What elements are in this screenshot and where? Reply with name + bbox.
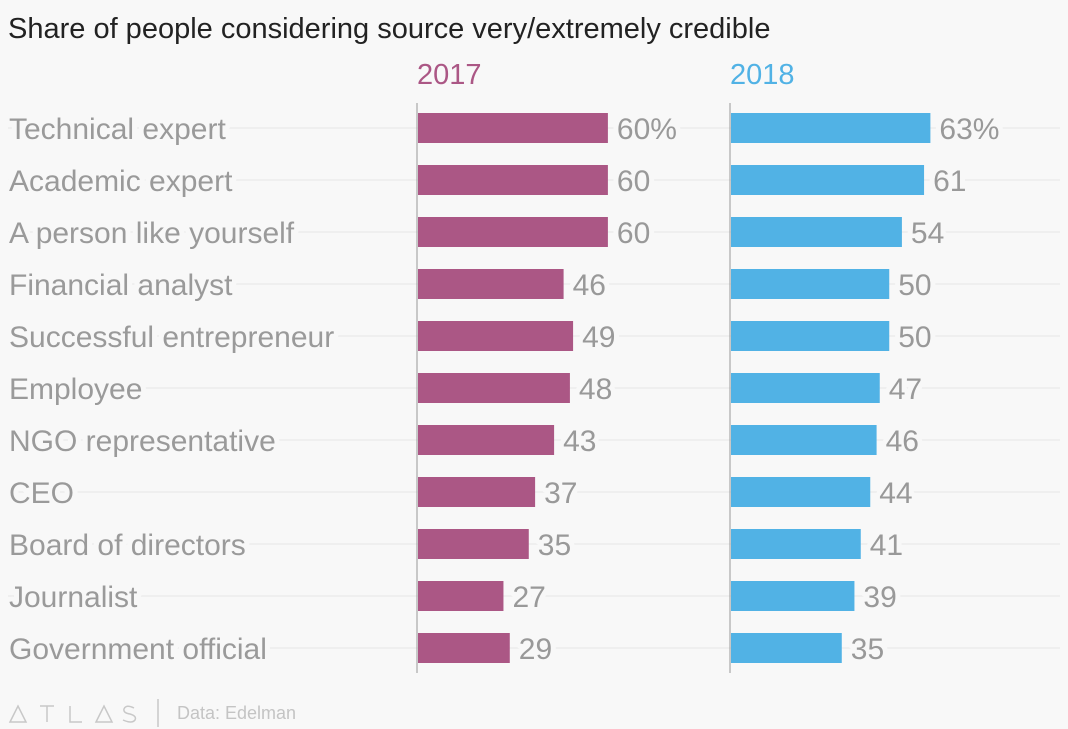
data-label: 41 — [870, 529, 903, 562]
data-label: 63% — [939, 113, 999, 146]
category-label: Employee — [9, 373, 142, 406]
bar-2017 — [418, 321, 574, 351]
data-label: 48 — [579, 373, 612, 406]
bar-2017 — [418, 217, 608, 247]
data-label: 37 — [544, 477, 577, 510]
data-label: 54 — [911, 217, 944, 250]
bar-2017 — [418, 477, 536, 507]
bar-2018 — [731, 477, 871, 507]
data-label: 60 — [617, 217, 650, 250]
category-label: Technical expert — [9, 113, 226, 146]
data-label: 50 — [898, 321, 931, 354]
category-label: Successful entrepreneur — [9, 321, 334, 354]
source-note: Data: Edelman — [177, 703, 296, 723]
bar-2018 — [731, 425, 877, 455]
category-label: A person like yourself — [9, 217, 295, 250]
bar-2017 — [418, 633, 510, 663]
category-label: Government official — [9, 633, 267, 666]
data-label: 61 — [933, 165, 966, 198]
bar-2017 — [418, 425, 555, 455]
data-label: 43 — [563, 425, 596, 458]
data-label: 50 — [898, 269, 931, 302]
data-label: 49 — [582, 321, 615, 354]
category-label: CEO — [9, 477, 74, 510]
data-label: 35 — [538, 529, 571, 562]
bar-2017 — [418, 165, 608, 195]
category-label: Board of directors — [9, 529, 246, 562]
bar-2018 — [731, 217, 902, 247]
atlas-logo — [8, 699, 159, 727]
data-label: 35 — [851, 633, 884, 666]
chart-title: Share of people considering source very/… — [8, 13, 770, 45]
bar-2018 — [731, 529, 861, 559]
bar-2017 — [418, 581, 504, 611]
bar-2018 — [731, 113, 931, 143]
data-label: 27 — [512, 581, 545, 614]
data-label: 29 — [519, 633, 552, 666]
data-label: 46 — [886, 425, 919, 458]
bar-2018 — [731, 373, 880, 403]
bar-2018 — [731, 633, 842, 663]
series-header-2018: 2018 — [730, 59, 795, 91]
data-label: 39 — [863, 581, 896, 614]
bar-2018 — [731, 321, 890, 351]
category-label: Financial analyst — [9, 269, 233, 302]
series-header-2017: 2017 — [417, 59, 482, 91]
data-label: 47 — [889, 373, 922, 406]
data-label: 60% — [617, 113, 677, 146]
category-label: Journalist — [9, 581, 138, 614]
category-label: NGO representative — [9, 425, 276, 458]
data-label: 60 — [617, 165, 650, 198]
bar-2018 — [731, 581, 855, 611]
bar-2017 — [418, 113, 608, 143]
data-label: 46 — [573, 269, 606, 302]
data-label: 44 — [879, 477, 912, 510]
bar-2018 — [731, 165, 925, 195]
bar-2017 — [418, 529, 529, 559]
category-label: Academic expert — [9, 165, 233, 198]
bar-2017 — [418, 373, 570, 403]
bar-2017 — [418, 269, 564, 299]
bar-2018 — [731, 269, 890, 299]
